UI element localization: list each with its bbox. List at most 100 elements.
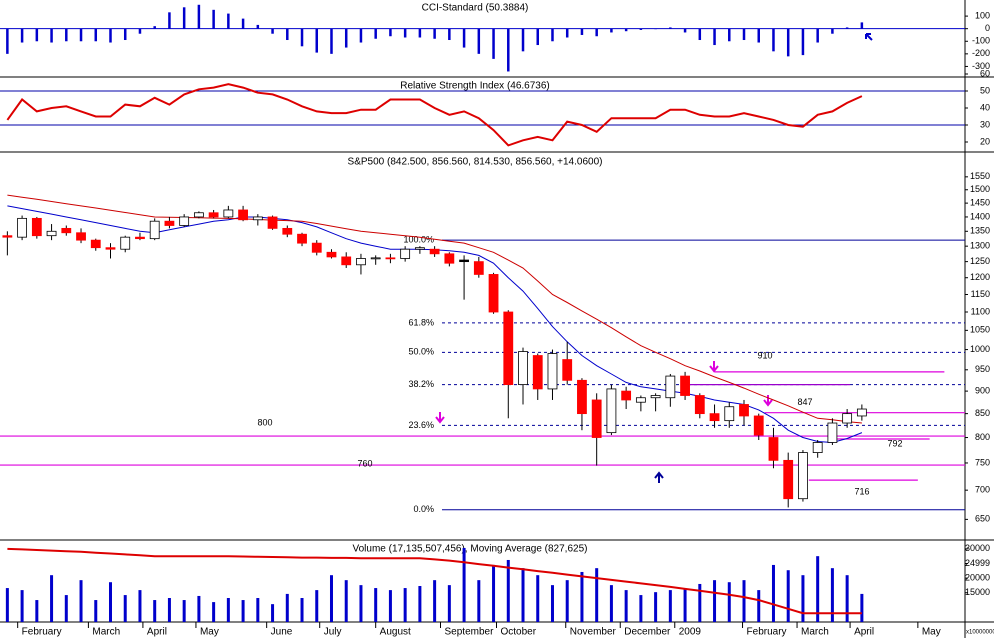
bar [845, 27, 849, 29]
y-tick-label: 1250 [970, 256, 990, 266]
candle-body [252, 216, 263, 221]
candle-body [591, 399, 602, 438]
bar [329, 575, 333, 622]
bar [536, 575, 540, 622]
candle-body [223, 209, 234, 218]
bar [388, 590, 392, 622]
candle-body [856, 408, 867, 417]
y-tick-label: 1350 [970, 226, 990, 236]
level-label: 792 [887, 438, 902, 448]
bar [816, 556, 820, 622]
candle-body [783, 459, 794, 500]
candle-body [577, 379, 587, 415]
candle-body [282, 227, 293, 235]
line-series [7, 547, 862, 615]
y-tick-label: 1000 [970, 344, 990, 354]
y-tick-label: 40 [980, 102, 990, 112]
candle-body [105, 247, 116, 250]
fib-label: 0.0% [413, 504, 434, 514]
candle-body [61, 227, 72, 234]
bar [801, 28, 805, 56]
line-series [7, 194, 862, 424]
x-tick-label: December [624, 627, 671, 638]
bar [138, 590, 142, 622]
bar [830, 568, 834, 622]
bar [271, 604, 275, 622]
candle-body [562, 359, 573, 381]
bar [108, 582, 112, 622]
bar [831, 28, 834, 34]
y-tick-label: 900 [975, 385, 990, 395]
candle-body [414, 247, 425, 250]
x-tick-label: April [854, 627, 874, 638]
candle-body [812, 442, 823, 453]
bar [550, 585, 554, 622]
bar [403, 588, 407, 622]
bar [565, 580, 569, 622]
candle-body [46, 230, 57, 237]
bar [109, 28, 112, 43]
candle-body [503, 311, 514, 385]
cursor-arrow [865, 33, 873, 41]
bar [212, 9, 215, 29]
x-tick-label: 2009 [679, 627, 702, 638]
bar [5, 588, 9, 622]
bar [860, 593, 864, 622]
bar [65, 28, 68, 42]
level-label: 800 [257, 417, 272, 427]
signal-arrow [435, 412, 445, 424]
bar [241, 600, 245, 622]
bar [300, 598, 304, 622]
x-tick-label: October [500, 627, 536, 638]
candle-body [208, 212, 219, 218]
bar [757, 28, 760, 43]
bar [462, 547, 466, 622]
fib-label: 50.0% [408, 347, 434, 357]
candle-body [135, 236, 145, 240]
bar [182, 7, 186, 29]
bar [683, 28, 687, 33]
bar [20, 28, 24, 43]
candle-body [842, 413, 853, 424]
bar [256, 24, 260, 29]
bar [344, 580, 348, 622]
candle-body [753, 415, 764, 436]
bar [595, 28, 598, 37]
candle-body [488, 274, 499, 313]
bar [197, 595, 201, 622]
panel-title: S&P500 (842.500, 856.560, 814.530, 856.5… [348, 157, 603, 168]
candle-body [635, 397, 646, 403]
bar [359, 28, 363, 43]
bar [609, 585, 613, 622]
bar [212, 602, 216, 622]
bar [64, 595, 68, 622]
candle-body [179, 216, 190, 226]
candle-body [473, 261, 484, 275]
candle-body [311, 242, 322, 253]
bar [786, 570, 790, 622]
bar [728, 28, 731, 42]
candle-body [326, 251, 337, 258]
y-tick-label: 1050 [970, 325, 990, 335]
bar [507, 28, 510, 72]
bar [433, 28, 436, 39]
bar [580, 28, 584, 35]
candle-body [650, 395, 661, 399]
bar [197, 4, 201, 29]
bar [860, 22, 864, 29]
candle-body [149, 220, 160, 240]
bar [50, 575, 54, 622]
candle-body [164, 220, 175, 226]
candle-body [459, 259, 469, 263]
bar [153, 600, 157, 622]
y-tick-label: 30000 [965, 543, 990, 553]
bar [138, 28, 142, 34]
y-tick-label: 950 [975, 364, 990, 374]
candle-body [694, 395, 705, 415]
y-tick-label: 1500 [970, 184, 990, 194]
bar [698, 583, 702, 622]
bar [447, 585, 451, 622]
candle-body [31, 217, 42, 237]
y-tick-label: 850 [975, 408, 990, 418]
